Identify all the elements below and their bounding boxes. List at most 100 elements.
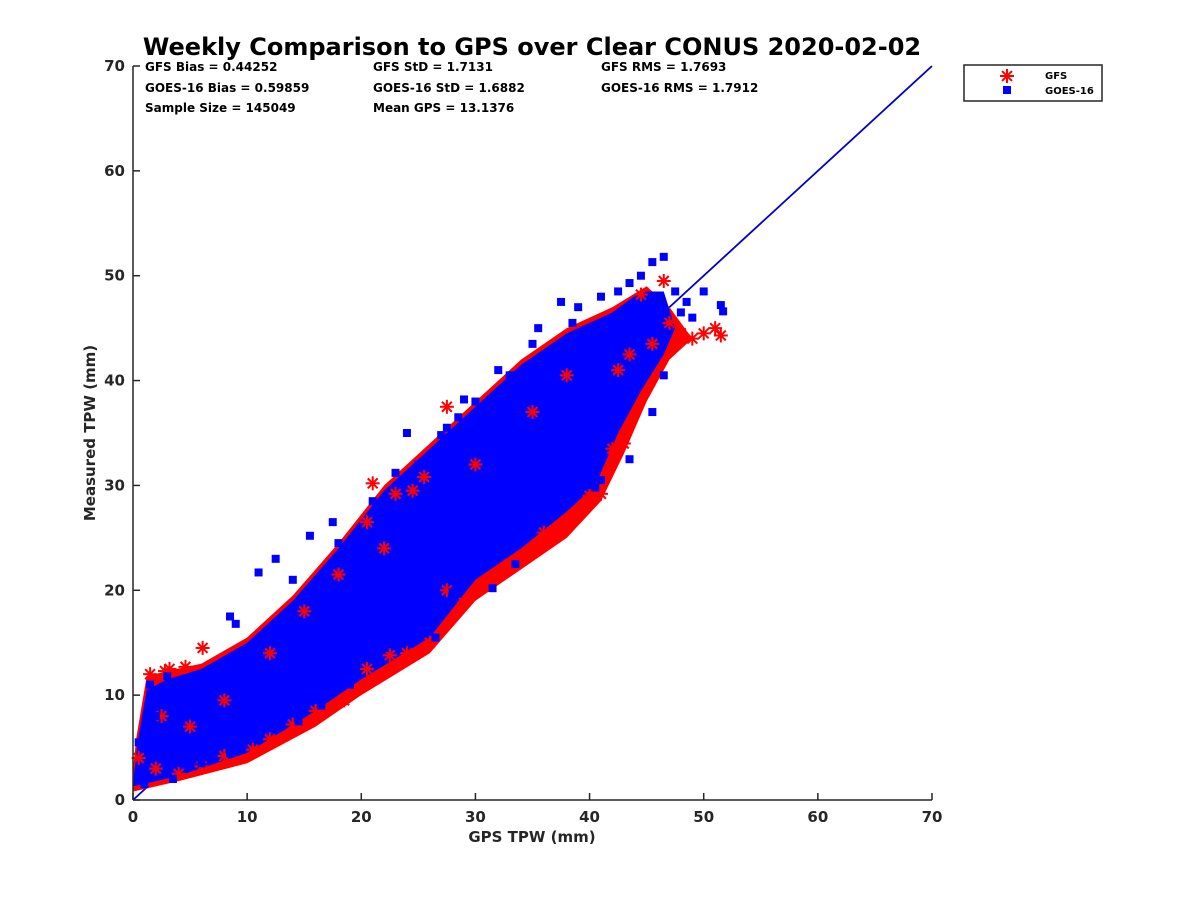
x-tick-label: 0	[128, 808, 138, 826]
goes16-point	[197, 759, 206, 768]
goes16-point	[380, 643, 389, 652]
goes16-point	[454, 413, 463, 422]
gfs-point	[377, 541, 392, 556]
goes16-point	[682, 297, 691, 306]
goes16-point	[659, 252, 668, 261]
goes16-point	[163, 672, 172, 681]
goes16-point	[631, 308, 640, 317]
goes16-point	[574, 303, 583, 312]
stat-gfs-std: GFS StD = 1.7131	[373, 60, 493, 74]
gfs-point	[359, 661, 374, 676]
legend: GFS GOES-16	[963, 64, 1103, 102]
gfs-point	[468, 457, 483, 472]
gfs-point	[633, 287, 648, 302]
goes16-point	[716, 301, 725, 310]
gfs-point	[611, 363, 626, 378]
goes16-point	[254, 568, 263, 577]
gfs-point	[417, 470, 432, 485]
goes16-point	[591, 483, 600, 492]
y-tick-label: 50	[104, 267, 125, 285]
x-tick-label: 10	[237, 808, 258, 826]
goes16-point	[140, 780, 149, 789]
goes16-point	[676, 308, 685, 317]
legend-goes16-square	[1003, 86, 1011, 94]
x-tick-label: 60	[807, 808, 828, 826]
goes16-point	[328, 518, 337, 527]
stat-goes16-std: GOES-16 StD = 1.6882	[373, 81, 525, 95]
goes16-point	[271, 554, 280, 563]
legend-box	[963, 64, 1103, 102]
gfs-point	[622, 347, 637, 362]
gfs-point	[183, 719, 198, 734]
goes16-point	[231, 619, 240, 628]
goes16-point	[671, 287, 680, 296]
stat-mean-gps: Mean GPS = 13.1376	[373, 101, 514, 115]
stat-gfs-bias: GFS Bias = 0.44252	[145, 60, 277, 74]
goes16-point	[168, 775, 177, 784]
goes16-point	[226, 748, 235, 757]
goes16-point	[719, 307, 728, 316]
gfs-point	[359, 515, 374, 530]
gfs-point	[605, 441, 620, 456]
gfs-point	[656, 273, 671, 288]
gfs-point	[582, 488, 597, 503]
legend-gfs-label: GFS	[1045, 71, 1067, 82]
goes16-point	[625, 279, 634, 288]
y-tick-group: 0 10 20 30 40 50 60 70	[104, 57, 140, 809]
gfs-point	[388, 486, 403, 501]
gfs-point	[405, 483, 420, 498]
goes16-point	[431, 633, 440, 642]
goes16-point	[471, 397, 480, 406]
goes16-point	[448, 588, 457, 597]
gfs-point	[262, 732, 277, 747]
gfs-point	[696, 326, 711, 341]
gfs-point	[382, 648, 397, 663]
x-tick-label: 30	[465, 808, 486, 826]
gfs-point	[262, 646, 277, 661]
goes16-point	[391, 468, 400, 477]
x-tick-label: 70	[922, 808, 943, 826]
x-axis-label: GPS TPW (mm)	[468, 828, 595, 846]
goes16-point	[254, 733, 263, 742]
y-axis-label: Measured TPW (mm)	[81, 345, 99, 521]
gfs-point	[337, 693, 352, 708]
goes16-point	[642, 324, 651, 333]
gfs-point	[245, 742, 260, 757]
goes16-point	[596, 476, 605, 485]
gfs-point	[439, 399, 454, 414]
goes16-point	[636, 271, 645, 280]
goes16-point	[659, 371, 668, 380]
gfs-point	[559, 520, 574, 535]
legend-goes16-marker	[1003, 86, 1011, 94]
x-tick-label: 20	[351, 808, 372, 826]
goes16-point	[528, 339, 537, 348]
stat-goes16-bias: GOES-16 Bias = 0.59859	[145, 81, 309, 95]
y-tick-label: 70	[104, 57, 125, 75]
goes16-point	[368, 497, 377, 506]
gfs-point	[399, 646, 414, 661]
gfs-point	[662, 315, 677, 330]
gfs-point	[331, 567, 346, 582]
goes16-point	[699, 287, 708, 296]
x-tick-group: 0 10 20 30 40 50 60 70	[128, 793, 943, 826]
goes16-point	[557, 297, 566, 306]
goes16-point	[151, 712, 160, 721]
gfs-point	[457, 595, 472, 610]
goes16-point	[625, 455, 634, 464]
gfs-point	[525, 405, 540, 420]
goes16-point	[437, 431, 446, 440]
gfs-point	[162, 661, 177, 676]
stat-goes16-rms: GOES-16 RMS = 1.7912	[601, 81, 758, 95]
goes16-point	[648, 408, 657, 417]
y-tick-label: 40	[104, 372, 125, 390]
goes16-point	[614, 287, 623, 296]
goes16-point	[648, 258, 657, 267]
plot-area	[131, 65, 933, 801]
goes16-point	[357, 544, 366, 553]
gfs-point	[131, 751, 146, 766]
y-tick-label: 30	[104, 476, 125, 494]
y-tick-label: 0	[115, 791, 125, 809]
gfs-point	[217, 693, 232, 708]
x-tick-label: 50	[693, 808, 714, 826]
